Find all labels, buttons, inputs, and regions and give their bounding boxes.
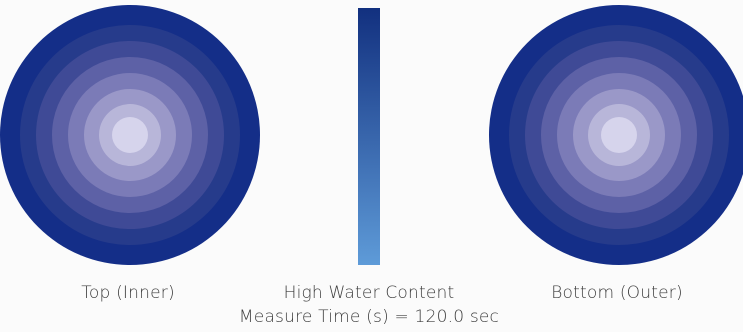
top-inner-disc <box>0 5 260 265</box>
gradient-fill <box>358 8 380 265</box>
water-content-gradient-bar <box>358 8 380 265</box>
ring-8 <box>112 117 148 153</box>
measure-time-label: Measure Time (s) = 120.0 sec <box>238 307 500 327</box>
bottom-outer-label: Bottom (Outer) <box>551 283 683 303</box>
ring-8 <box>601 117 637 153</box>
top-inner-label: Top (Inner) <box>81 283 175 303</box>
top-inner-rings <box>0 5 260 265</box>
bottom-outer-rings <box>489 5 743 265</box>
bottom-outer-disc <box>489 5 743 265</box>
water-content-title: High Water Content <box>283 283 455 303</box>
